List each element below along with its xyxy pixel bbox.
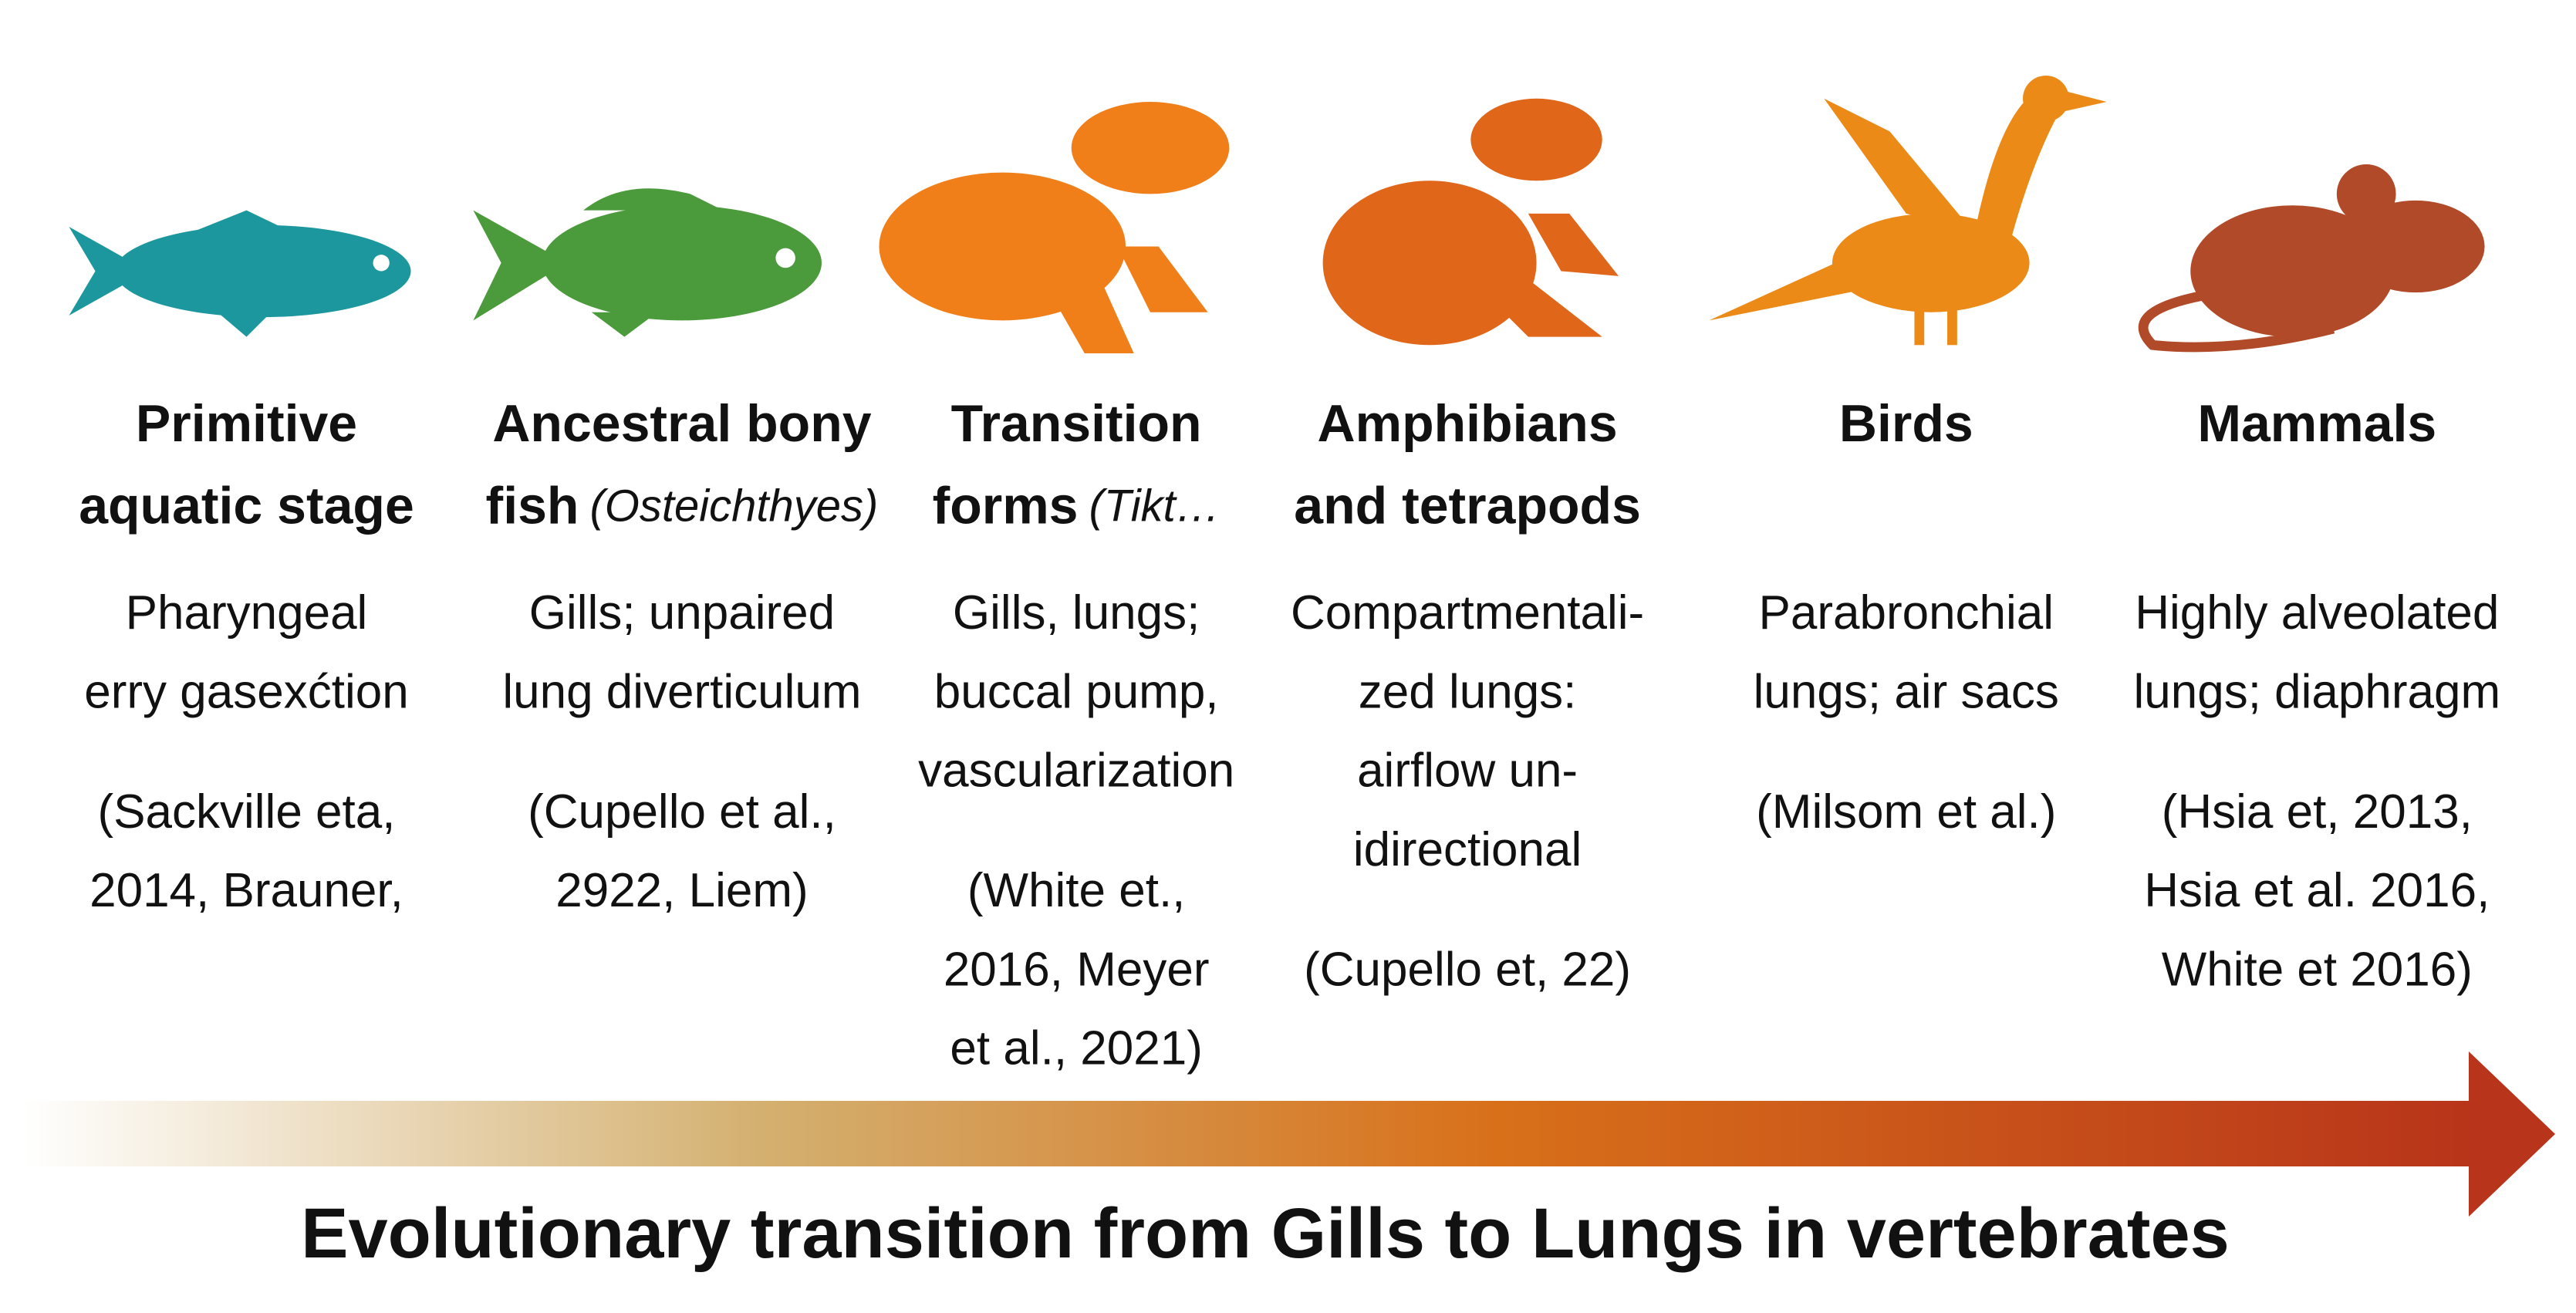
stage-title: forms (Tikt… — [933, 476, 1220, 535]
stage-title: fish (Osteichthyes) — [486, 476, 879, 535]
stage-column: Ancestral bony fish (Osteichthyes) Gills; u… — [486, 394, 879, 917]
stage-description: zed lungs: — [1359, 665, 1577, 718]
arrow-head — [2469, 1051, 2555, 1217]
stage-title-text: forms — [933, 476, 1079, 535]
stage-column: Primitive aquatic stage Pharyngeal erry gas… — [79, 394, 414, 917]
stage-title-text: Mammals — [2197, 394, 2436, 453]
stage-title-text: Amphibians — [1318, 394, 1618, 453]
stage-title-text: aquatic stage — [79, 476, 414, 535]
stage-title: Mammals — [2197, 394, 2436, 453]
stage-description: Gills; unpaired — [529, 586, 835, 640]
stage-description: vascularization — [918, 744, 1234, 798]
stage-description: Compartmentali- — [1291, 586, 1644, 640]
stage-description: lung diverticulum — [502, 665, 861, 718]
stage-description: lungs; air sacs — [1754, 665, 2059, 718]
caption: Evolutionary transition from Gills to Lu… — [301, 1194, 2230, 1273]
stage-citation: Hsia et al. 2016, — [2144, 864, 2490, 917]
stage-title: Transition — [951, 394, 1202, 453]
stage-title-text: fish — [486, 476, 579, 535]
primitive-fish-icon — [69, 210, 411, 337]
stage-description: Gills, lungs; — [953, 586, 1200, 640]
stage-title: Ancestral bony — [492, 394, 871, 453]
stage-title-text: and tetrapods — [1294, 476, 1641, 535]
stage-description: Parabronchial — [1759, 586, 2054, 640]
stage-description: buccal pump, — [934, 665, 1219, 718]
stage-title-text: Birds — [1839, 394, 1973, 453]
stage-title: Birds — [1839, 394, 1973, 453]
stage-citation: White et 2016) — [2162, 943, 2473, 996]
stage-column: Birds Parabronchial lungs; air sacs (Milsom… — [1754, 394, 2059, 839]
stage-description: airflow un- — [1357, 744, 1578, 798]
transition-frog-icon — [879, 102, 1230, 353]
stage-description: Pharyngeal — [126, 586, 368, 640]
stage-citation: 2922, Liem) — [555, 864, 808, 917]
amphibian-frog-icon — [1322, 98, 1619, 346]
stage-citation: (White et., — [967, 864, 1186, 917]
arrow-shaft — [23, 1101, 2476, 1166]
stage-title: Amphibians — [1318, 394, 1618, 453]
stage-description: idirectional — [1353, 823, 1582, 876]
stage-description: Highly alveolated — [2135, 586, 2499, 640]
icons — [69, 75, 2485, 353]
stage-title-text: Primitive — [136, 394, 357, 453]
stage-citation: 2014, Brauner, — [89, 864, 403, 917]
stage-title-note: (Osteichthyes) — [589, 481, 878, 532]
stage-column: Mammals Highly alveolated lungs; diaphragm… — [2133, 394, 2500, 997]
bird-icon — [1709, 75, 2107, 346]
stage-title: aquatic stage — [79, 476, 414, 535]
stage-citation: (Cupello et, 22) — [1304, 943, 1631, 996]
stage-title: Primitive — [136, 394, 357, 453]
stage-column: Transition forms (Tikt… Gills, lungs; buccal… — [918, 394, 1234, 1075]
stage-description: lungs; diaphragm — [2133, 665, 2500, 718]
stage-column: Amphibians and tetrapods Compartmentali-ze… — [1291, 394, 1644, 997]
stage-citation: 2016, Meyer — [944, 943, 1210, 996]
stage-citation: (Milsom et al.) — [1756, 785, 2056, 839]
stage-citation: (Cupello et al., — [528, 785, 836, 839]
stage-citation: et al., 2021) — [950, 1022, 1202, 1075]
bony-fish-icon — [473, 188, 822, 337]
stage-title-text: Ancestral bony — [492, 394, 871, 453]
stage-citation: (Hsia et, 2013, — [2162, 785, 2473, 839]
stage-title: and tetrapods — [1294, 476, 1641, 535]
stage-title-note: (Tikt… — [1089, 481, 1220, 532]
stage-citation: (Sackville eta, — [98, 785, 396, 839]
arrow — [23, 1051, 2555, 1217]
mouse-icon — [2138, 164, 2485, 353]
stage-title-text: Transition — [951, 394, 1202, 453]
stage-description: erry gasexćtion — [84, 665, 408, 718]
